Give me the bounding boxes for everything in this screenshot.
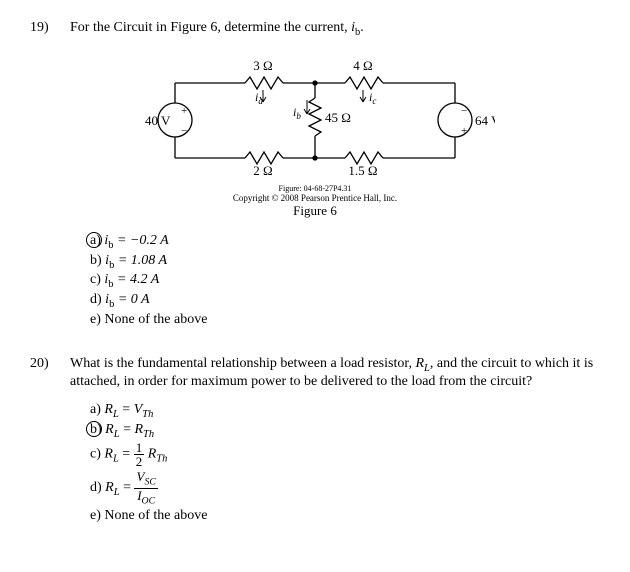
v-left-label: 40 V [145,113,171,128]
den-sub: OC [142,495,156,506]
rhs-sub: Th [156,454,167,465]
q20-opt-a: a) RL = VTh [90,402,600,420]
den: IOC [134,489,157,506]
r-bot-right-label: 1.5 Ω [348,163,377,178]
svg-text:ic: ic [369,90,376,106]
r-mid-label: 45 Ω [325,110,351,125]
q20-opt-b: b) RL = RTh [90,422,600,440]
v-right-label: 64 V [475,113,495,128]
r-top-left-label: 3 Ω [253,58,272,73]
svg-text:−: − [181,125,187,137]
opt-text: None of the above [104,508,207,523]
opt-letter: d) [90,480,102,495]
r-top-right-label: 4 Ω [353,58,372,73]
svg-text:+: + [461,125,467,137]
q19-prompt-pre: For the Circuit in Figure 6, determine t… [70,20,351,35]
ic-sub: c [372,96,376,106]
q19-prompt: For the Circuit in Figure 6, determine t… [70,20,600,38]
opt-text: None of the above [104,312,207,327]
lhs-sub: L [114,428,120,439]
svg-text:ib: ib [293,105,301,121]
q19-opt-a: a) ib = −0.2 A [90,233,600,251]
q19-options: a) ib = −0.2 A b) ib = 1.08 A c) ib = 4.… [90,233,600,328]
opt-letter: c) [90,272,101,287]
q20-p1: What is the fundamental relationship bet… [70,356,415,371]
lhs: R [105,422,114,437]
lhs: R [104,402,113,417]
q19-opt-e: e) None of the above [90,312,600,328]
opt-eq: = 1.08 A [114,253,167,268]
q20-rl: R [415,356,424,371]
q20-opt-e: e) None of the above [90,508,600,524]
q20-number: 20) [30,356,70,390]
opt-letter: d) [90,292,102,307]
num: 1 [134,441,145,455]
opt-letter: b) [90,253,102,268]
circuit-svg: 3 Ω 4 Ω 2 Ω 1.5 Ω 45 Ω 40 V 64 V + − − +… [135,48,495,178]
ib-sub: b [296,111,301,121]
opt-letter: c) [90,447,101,462]
den: 2 [134,455,145,468]
q19-opt-b: b) ib = 1.08 A [90,253,600,271]
lhs-sub: L [114,487,120,498]
frac: 12 [134,441,145,468]
q19-opt-d: d) ib = 0 A [90,292,600,310]
q20-row: 20) What is the fundamental relationship… [30,356,600,390]
rhs-sub: Th [142,409,153,420]
rhs: R [148,447,157,462]
rhs-sub: Th [143,428,154,439]
opt-letter: e) [90,312,101,327]
svg-text:+: + [181,105,187,117]
opt-letter: e) [90,508,101,523]
opt-eq: = 4.2 A [114,272,160,287]
rhs: R [134,422,143,437]
q19-row: 19) For the Circuit in Figure 6, determi… [30,20,600,38]
opt-eq: = 0 A [114,292,149,307]
figure-caption2: Copyright © 2008 Pearson Prentice Hall, … [30,193,600,203]
circle-mark [86,421,102,437]
rhs: V [134,402,143,417]
q20-opt-c: c) RL = 12 RTh [90,441,600,468]
lhs-sub: L [113,409,119,420]
figure-caption1: Figure: 04-68-27P4.31 [30,184,600,193]
q20-prompt: What is the fundamental relationship bet… [70,356,600,390]
svg-text:−: − [461,105,467,117]
frac: VSCIOC [134,470,157,506]
circuit-figure: 3 Ω 4 Ω 2 Ω 1.5 Ω 45 Ω 40 V 64 V + − − +… [30,48,600,178]
svg-text:ia: ia [255,90,263,106]
ia-sub: a [258,96,263,106]
r-bot-left-label: 2 Ω [253,163,272,178]
lhs: R [104,447,113,462]
opt-letter: a) [90,402,101,417]
q20-options: a) RL = VTh b) RL = RTh c) RL = 12 RTh d… [90,402,600,524]
q19-prompt-post: . [360,20,364,35]
circle-mark [86,232,102,248]
q19-opt-c: c) ib = 4.2 A [90,272,600,290]
opt-eq: = −0.2 A [114,233,169,248]
lhs: R [105,480,114,495]
figure-label: Figure 6 [30,203,600,219]
num-sub: SC [144,477,155,488]
num: VSC [134,470,157,488]
q20-opt-d: d) RL = VSCIOC [90,470,600,506]
q19-number: 19) [30,20,70,38]
lhs-sub: L [113,454,119,465]
